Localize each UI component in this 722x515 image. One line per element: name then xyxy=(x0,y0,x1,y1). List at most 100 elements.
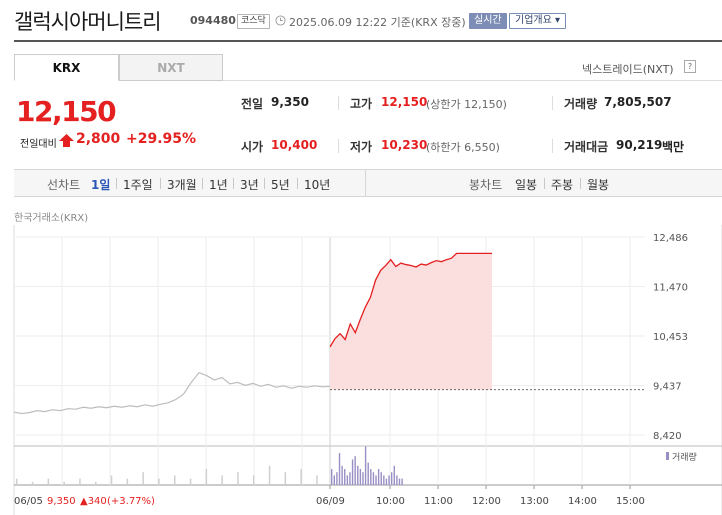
volume-bar xyxy=(336,472,338,485)
x-axis-ticks: 06/09 10:00 11:00 12:00 13:00 14:00 15:00 xyxy=(316,485,645,507)
amount-label: 거래대금 xyxy=(564,140,609,154)
tab-divider xyxy=(14,80,722,81)
source-label: 한국거래소(KRX) xyxy=(14,213,89,224)
volume-bar xyxy=(31,481,34,485)
volume-bar xyxy=(79,478,81,485)
nxt-help-icon[interactable]: ? xyxy=(684,60,696,73)
nxt-link[interactable]: 넥스트레이드(NXT) xyxy=(582,63,674,76)
volume-legend-label: 거래량 xyxy=(672,451,697,463)
company-overview-button[interactable]: 기업개요 ▾ xyxy=(509,13,566,29)
prev-close-value: 9,350 xyxy=(271,95,309,109)
volume-bar xyxy=(377,469,380,485)
header-divider xyxy=(14,40,722,42)
change-value: 2,800 xyxy=(76,131,121,147)
volume-bar xyxy=(331,469,333,485)
range-10y[interactable]: 10년 xyxy=(304,178,331,192)
volume-bar xyxy=(174,475,176,485)
y-tick-label: 12,486 xyxy=(653,233,688,244)
stock-code: 094480 xyxy=(190,14,236,27)
volume-value: 7,805,507 xyxy=(604,95,672,109)
x-tick-label: 12:00 xyxy=(472,496,501,507)
upper-limit: (상한가 12,150) xyxy=(426,98,507,111)
volume-bar xyxy=(359,469,362,485)
volume-bar xyxy=(364,446,367,485)
volume-bar xyxy=(401,478,403,485)
x-tick-label: 06/09 xyxy=(316,496,345,507)
volume-bar xyxy=(344,469,346,485)
volume-bar xyxy=(354,456,356,485)
volume-bar xyxy=(372,472,375,485)
range-separator xyxy=(264,178,265,189)
volume-bar xyxy=(221,475,223,485)
stat-divider xyxy=(338,139,339,153)
candle-monthly[interactable]: 월봉 xyxy=(587,178,610,192)
stat-divider xyxy=(338,96,339,110)
volume-bar xyxy=(393,465,395,485)
x-tick-label: 10:00 xyxy=(376,496,405,507)
change-percent: +29.95% xyxy=(126,131,197,147)
range-separator xyxy=(580,178,581,189)
prev-day-date: 06/05 xyxy=(14,496,43,507)
today-price-line xyxy=(329,252,492,348)
clock-icon xyxy=(275,15,286,26)
tab-krx[interactable]: KRX xyxy=(14,54,119,81)
stock-name: 갤럭시아머니트리 xyxy=(14,10,162,34)
amount-unit: 백만 xyxy=(662,140,685,154)
range-3m[interactable]: 3개월 xyxy=(167,178,197,192)
range-1d[interactable]: 1일 xyxy=(91,178,111,192)
chart-range-bar xyxy=(14,169,722,197)
y-tick-label: 8,420 xyxy=(653,431,682,442)
volume-bar xyxy=(300,469,302,485)
volume-bar xyxy=(268,465,271,485)
volume-bar xyxy=(16,478,18,485)
volume-bar xyxy=(189,478,192,485)
volume-bar xyxy=(126,478,129,485)
realtime-button[interactable]: 실시간 xyxy=(469,13,507,29)
volume-bar xyxy=(253,475,255,485)
volume-bar xyxy=(367,462,369,485)
candle-daily[interactable]: 일봉 xyxy=(515,178,538,192)
low-label: 저가 xyxy=(350,140,373,154)
volume-bar xyxy=(237,472,239,485)
x-tick-label: 15:00 xyxy=(616,496,645,507)
volume-bars xyxy=(16,446,403,485)
range-1w[interactable]: 1주일 xyxy=(123,178,153,192)
volume-bar xyxy=(110,475,113,485)
range-separator xyxy=(297,178,298,189)
volume-bar xyxy=(338,453,341,485)
price-lines xyxy=(13,252,645,415)
volume-legend-swatch xyxy=(666,452,669,460)
volume-bar xyxy=(284,472,287,485)
range-1y[interactable]: 1년 xyxy=(209,178,228,192)
x-tick-label: 11:00 xyxy=(424,496,453,507)
today-area-fill xyxy=(330,253,492,390)
volume-bar xyxy=(357,465,359,485)
low-value: 10,230 xyxy=(381,138,428,152)
range-3y[interactable]: 3년 xyxy=(240,178,259,192)
volume-bar xyxy=(333,475,336,485)
tab-nxt[interactable]: NXT xyxy=(119,54,223,81)
volume-bar xyxy=(380,472,382,485)
volume-bar xyxy=(396,475,398,485)
range-separator xyxy=(160,178,161,189)
lower-limit: (하한가 6,550) xyxy=(426,141,500,154)
high-label: 고가 xyxy=(350,97,373,111)
volume-bar xyxy=(205,469,208,485)
volume-bar xyxy=(370,469,372,485)
amount-value: 90,219 xyxy=(616,138,663,152)
market-badge: 코스닥 xyxy=(237,14,270,29)
range-separator xyxy=(544,178,545,189)
volume-bar xyxy=(383,475,385,485)
price-area xyxy=(330,253,492,390)
line-chart-label: 선차트 xyxy=(47,178,81,192)
candle-weekly[interactable]: 주봉 xyxy=(551,178,574,192)
volume-bar xyxy=(388,475,390,485)
x-tick-label: 14:00 xyxy=(568,496,597,507)
candle-chart-label: 봉차트 xyxy=(469,178,503,192)
range-bar-divider xyxy=(365,169,366,197)
open-label: 시가 xyxy=(241,140,264,154)
price-chart[interactable]: 12,486 11,470 10,453 9,437 8,420 06/09 10:00 1… xyxy=(0,225,722,515)
range-5y[interactable]: 5년 xyxy=(271,178,290,192)
high-value: 12,150 xyxy=(381,95,428,109)
up-arrow-icon xyxy=(59,134,74,147)
